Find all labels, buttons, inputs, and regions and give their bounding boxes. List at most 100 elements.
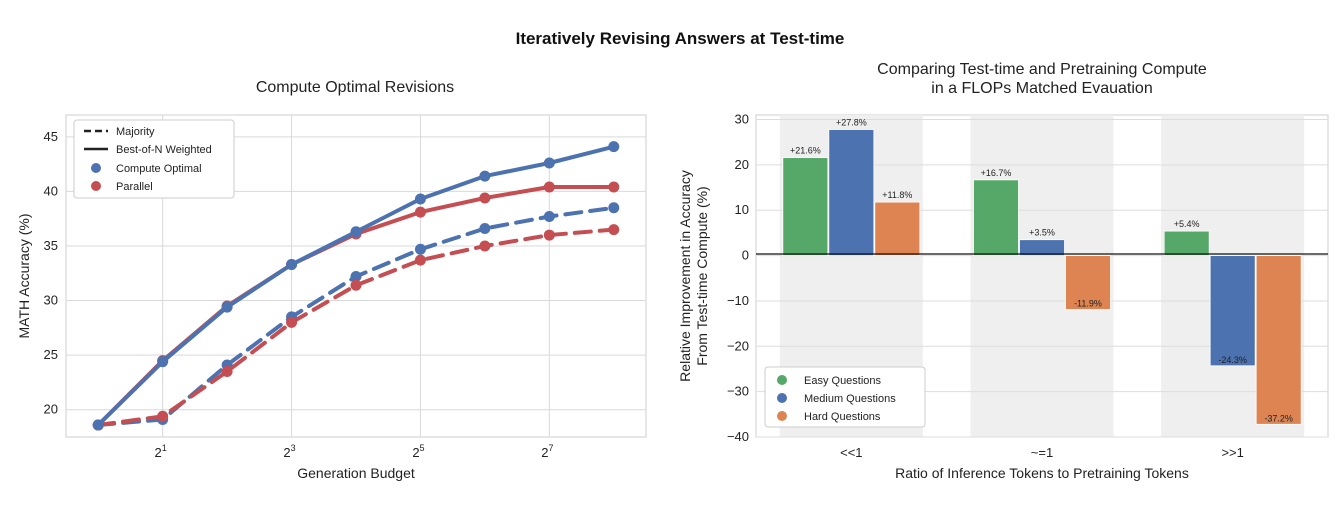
data-point-parallel-majority (221, 366, 233, 378)
y-tick-label: 10 (735, 202, 749, 217)
y-tick-label: 20 (735, 157, 749, 172)
x-tick-exponent: 1 (162, 443, 167, 453)
bar-value-label: +21.6% (790, 146, 821, 156)
data-point-compute-optimal-majority (543, 211, 555, 223)
data-point-parallel-majority (414, 254, 426, 266)
y-tick-label: −10 (727, 293, 749, 308)
legend-hard-marker (777, 411, 787, 421)
y-tick-label: 20 (44, 402, 58, 417)
bar-medium-questions-1 (828, 129, 875, 256)
data-point-parallel-best-of-n-weighted (543, 181, 555, 193)
y-tick-label: 30 (44, 293, 58, 308)
legend-frame (764, 366, 926, 428)
line-chart-legend: Majority Best-of-N Weighted Compute Opti… (73, 119, 235, 199)
bar-chart-ylabel-line-2: From Test-time Compute (%) (694, 186, 710, 365)
legend-frame (73, 119, 235, 199)
y-tick-label: 25 (44, 347, 58, 362)
legend-compute-optimal-marker (91, 163, 101, 173)
legend-hard-label: Hard Questions (804, 411, 881, 423)
bar-value-label: -37.2% (1264, 413, 1293, 423)
x-tick-base: 2 (155, 445, 162, 460)
y-tick-label: 40 (44, 183, 58, 198)
legend-medium-marker (777, 393, 787, 403)
bar-medium-questions-1 (1209, 255, 1256, 367)
bar-hard-questions-1 (874, 201, 921, 256)
data-point-parallel-best-of-n-weighted (479, 192, 491, 204)
data-point-compute-optimal-best-of-n-weighted (414, 193, 426, 205)
data-point-compute-optimal-majority (350, 271, 362, 283)
legend-parallel-marker (91, 181, 101, 191)
x-tick-base: 2 (283, 445, 290, 460)
legend-compute-optimal-label: Compute Optimal (116, 163, 202, 175)
data-point-compute-optimal-best-of-n-weighted (92, 419, 104, 431)
x-tick-base: 2 (412, 445, 419, 460)
line-chart-ylabel: MATH Accuracy (%) (16, 214, 32, 339)
data-point-compute-optimal-majority (608, 202, 620, 214)
x-tick-label: 27 (541, 443, 553, 460)
legend-easy-label: Easy Questions (804, 375, 882, 387)
figure-title: Iteratively Revising Answers at Test-tim… (516, 29, 845, 48)
bar-easy-questions-1 (973, 179, 1019, 256)
legend-medium-label: Medium Questions (804, 393, 896, 405)
data-point-parallel-best-of-n-weighted (608, 181, 620, 193)
x-tick-exponent: 3 (291, 443, 296, 453)
bar-chart: Comparing Test-time and Pretraining Comp… (677, 61, 1329, 481)
data-point-parallel-majority (479, 240, 491, 252)
y-tick-label: 35 (44, 238, 58, 253)
bar-easy-questions-1 (1163, 230, 1210, 256)
x-tick-label: 21 (155, 443, 167, 460)
y-tick-label: −30 (727, 384, 749, 399)
x-tick-label: ~=1 (1031, 445, 1053, 460)
data-point-parallel-majority (608, 224, 620, 236)
x-tick-exponent: 5 (420, 443, 425, 453)
bar-chart-xlabel: Ratio of Inference Tokens to Pretraining… (895, 465, 1189, 481)
data-point-compute-optimal-majority (414, 243, 426, 255)
bar-value-label: +3.5% (1029, 228, 1055, 238)
data-point-compute-optimal-best-of-n-weighted (157, 356, 169, 368)
x-tick-exponent: 7 (548, 443, 553, 453)
x-tick-label: <<1 (840, 445, 862, 460)
x-tick-label: 23 (283, 443, 295, 460)
y-tick-label: −40 (727, 429, 749, 444)
bar-chart-legend: Easy Questions Medium Questions Hard Que… (764, 366, 926, 428)
bar-value-label: -24.3% (1218, 355, 1247, 365)
data-point-compute-optimal-best-of-n-weighted (286, 259, 298, 271)
data-point-parallel-majority (350, 279, 362, 291)
data-point-parallel-majority (157, 410, 169, 422)
bar-hard-questions-1 (1065, 255, 1111, 310)
data-point-parallel-majority (543, 229, 555, 241)
bar-easy-questions-1 (782, 157, 829, 256)
bar-chart-title-line-2: in a FLOPs Matched Evauation (931, 80, 1152, 97)
y-tick-label: 45 (44, 129, 58, 144)
bar-chart-title-line-1: Comparing Test-time and Pretraining Comp… (877, 61, 1207, 78)
y-tick-label: −20 (727, 338, 749, 353)
data-point-parallel-majority (286, 316, 298, 328)
bar-hard-questions-1 (1255, 255, 1302, 425)
legend-parallel-label: Parallel (116, 181, 153, 193)
data-point-compute-optimal-best-of-n-weighted (543, 157, 555, 169)
x-tick-label: 25 (412, 443, 424, 460)
bar-value-label: +27.8% (836, 118, 867, 128)
legend-best-of-n-label: Best-of-N Weighted (116, 144, 212, 156)
bar-value-label: +5.4% (1174, 219, 1200, 229)
y-tick-label: 0 (742, 248, 749, 263)
legend-easy-marker (777, 375, 787, 385)
bar-value-label: +16.7% (981, 168, 1012, 178)
bar-value-label: +11.8% (882, 190, 912, 200)
data-point-compute-optimal-best-of-n-weighted (221, 301, 233, 313)
bar-medium-questions-1 (1019, 239, 1065, 256)
data-point-compute-optimal-majority (479, 223, 491, 235)
data-point-compute-optimal-best-of-n-weighted (608, 141, 620, 153)
line-chart-xlabel: Generation Budget (297, 465, 415, 481)
data-point-compute-optimal-best-of-n-weighted (350, 226, 362, 238)
x-tick-base: 2 (541, 445, 548, 460)
line-chart-title: Compute Optimal Revisions (256, 79, 454, 96)
bar-value-label: -11.9% (1074, 299, 1102, 309)
legend-majority-label: Majority (116, 126, 155, 138)
data-point-compute-optimal-best-of-n-weighted (479, 170, 491, 182)
y-tick-label: 30 (735, 112, 749, 127)
x-tick-label: >>1 (1221, 445, 1243, 460)
data-point-parallel-best-of-n-weighted (414, 206, 426, 218)
